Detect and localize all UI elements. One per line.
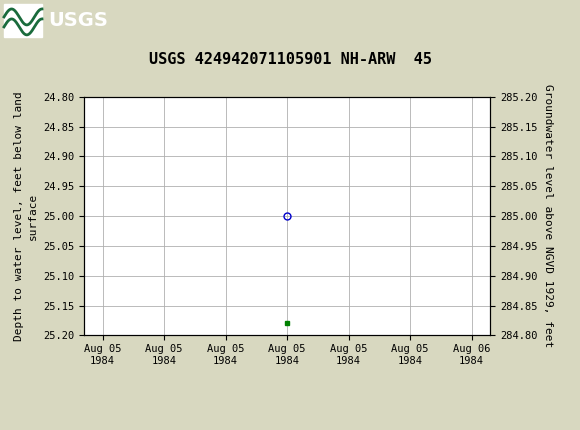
Text: USGS 424942071105901 NH-ARW  45: USGS 424942071105901 NH-ARW 45	[148, 52, 432, 67]
Bar	[4, 4, 42, 37]
Y-axis label: Groundwater level above NGVD 1929, feet: Groundwater level above NGVD 1929, feet	[543, 84, 553, 348]
Text: USGS: USGS	[48, 12, 108, 31]
Y-axis label: Depth to water level, feet below land
surface: Depth to water level, feet below land su…	[14, 91, 38, 341]
